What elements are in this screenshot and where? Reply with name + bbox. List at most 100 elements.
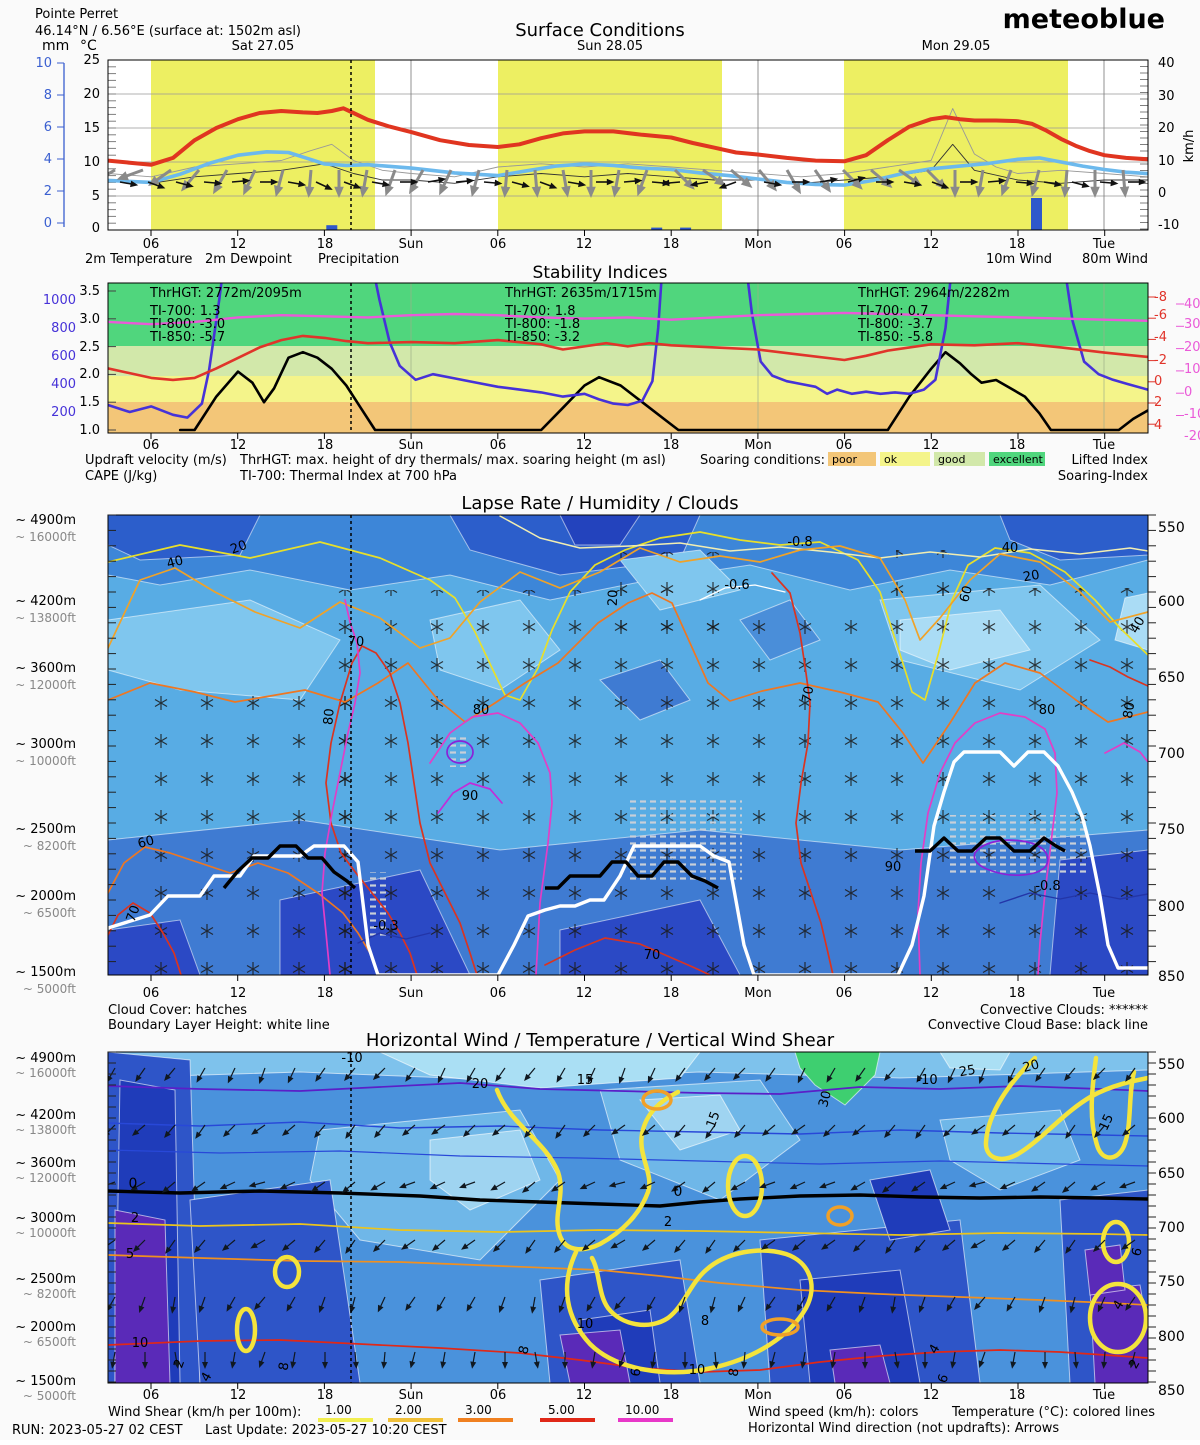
contour-label: 10 [132, 1336, 149, 1351]
kmh-tick: 40 [1158, 56, 1175, 71]
legend-cape: CAPE (J/kg) [85, 469, 157, 484]
altitude-m-tick: ~ 3000m [15, 1211, 76, 1226]
wind-arrow [1065, 1239, 1076, 1254]
wind-arrow [587, 1067, 596, 1084]
wind-arrow [437, 1067, 446, 1084]
altitude-m-tick: ~ 1500m [15, 1374, 76, 1389]
stability-series [108, 283, 1148, 432]
wind-arrow [641, 1124, 656, 1136]
wind-arrow [581, 1239, 596, 1251]
x-tick: 12 [230, 237, 247, 252]
wind-arrow [110, 1351, 117, 1369]
contour-label: 80 [1039, 703, 1056, 718]
wind-arrow [705, 1124, 716, 1139]
altitude-ft-tick: ~ 6500ft [23, 906, 76, 920]
stability-bands [108, 283, 1148, 433]
legend-wind-direction: Horizontal Wind direction (not updrafts)… [748, 1421, 1059, 1436]
header: Pointe Perret 46.14°N / 6.56°E (surface … [35, 4, 1165, 39]
x-tick: 06 [143, 1388, 160, 1403]
location-coordinates: 46.14°N / 6.56°E (surface at: 1502m asl) [35, 24, 301, 39]
surface-x-ticks [150, 230, 1106, 236]
contour-label: 70 [800, 685, 818, 704]
wind-fills [108, 1052, 1148, 1383]
wind-arrow [765, 1296, 776, 1311]
wind-arrow [1125, 1296, 1136, 1311]
altitude-m-tick: ~ 2500m [15, 822, 76, 837]
wind-arrow [978, 1351, 986, 1368]
altitude-ft-tick: ~ 13800ft [15, 1123, 76, 1137]
si-tick: 0 [1184, 385, 1192, 400]
wind-arrow [712, 1351, 719, 1369]
wind-arrow [586, 1296, 596, 1312]
mm-axis-ticks [57, 62, 64, 224]
wind-arrow [675, 1067, 686, 1082]
x-tick: 12 [923, 986, 940, 1001]
wind-arrow [567, 180, 587, 188]
update-timestamp: Last Update: 2023-05-27 10:20 CEST [205, 1423, 447, 1438]
wind-arrow [290, 1351, 297, 1369]
wind-arrow [946, 1296, 956, 1312]
x-tick: Sun [399, 438, 424, 453]
x-tick: 18 [663, 438, 680, 453]
x-tick: Tue [1092, 438, 1115, 453]
contour-label: 60 [957, 584, 976, 604]
wind-arrow [730, 168, 753, 188]
stability-frame [107, 282, 1149, 434]
x-tick: 06 [836, 986, 853, 1001]
contour-label: 10 [689, 1363, 706, 1378]
clouds-x-ticks [150, 975, 1106, 981]
wind-x-labels: 06 12 18 Sun 06 12 18 Mon 06 12 18 Tue [143, 1388, 1115, 1403]
contour-label: -10 [916, 1073, 937, 1088]
wind-arrows-row3 [108, 1181, 1136, 1193]
wind-arrow [890, 1296, 897, 1314]
wind-arrow [254, 1296, 266, 1311]
contour-label: 0 [129, 1176, 138, 1192]
cape-tick: 200 [51, 405, 76, 420]
altitude-ft-tick: ~ 10000ft [15, 1226, 76, 1240]
wind-arrow [1038, 1296, 1046, 1313]
wind-arrow [765, 1067, 776, 1082]
altitude-m-tick: ~ 4200m [15, 1108, 76, 1123]
contour-label: 8 [701, 1314, 709, 1329]
legend-shear: Wind Shear (km/h per 100m): [108, 1405, 301, 1420]
wind-right-ticks [1148, 1051, 1156, 1383]
x-tick: 18 [317, 237, 334, 252]
clouds-hpa: 550 600 650 700 750 800 850 [1158, 520, 1185, 985]
wind-arrow [161, 1181, 176, 1193]
hpa-tick: 750 [1158, 822, 1185, 838]
wind-arrow [813, 169, 832, 193]
shear-value: 5.00 [548, 1403, 575, 1417]
wind-arrow [678, 1296, 686, 1313]
location-name: Pointe Perret [35, 7, 118, 22]
wind-arrow [343, 181, 362, 189]
wind-arrow [524, 1067, 536, 1082]
swatch-poor [828, 452, 876, 466]
wind-arrow [287, 1067, 296, 1084]
altitude-ft-tick: ~ 8200ft [23, 1287, 76, 1301]
wind-arrow [1092, 1239, 1106, 1253]
celsius-tick: 15 [83, 121, 100, 136]
ti850-sat: TI-850: -5.7 [149, 330, 225, 345]
wind-arrow [405, 1067, 416, 1082]
wind-arrow [1061, 1181, 1076, 1193]
wind-arrow [841, 168, 863, 190]
wind-arrow [1015, 179, 1035, 187]
altitude-m-tick: ~ 1500m [15, 965, 76, 980]
wind-arrows-row4 [108, 1239, 1136, 1254]
wind-arrow [950, 170, 960, 198]
cape-tick: 400 [51, 377, 76, 392]
swatch-good [934, 452, 985, 466]
wind-arrow [315, 181, 333, 190]
wind-arrow [791, 1239, 806, 1251]
kmh-tick: 0 [1158, 186, 1166, 201]
ti850-mon: TI-850: -5.8 [857, 330, 933, 345]
wind-arrow [511, 181, 530, 188]
wind-arrow [521, 1181, 536, 1193]
shear-swatch-2 [388, 1418, 443, 1422]
wind-arrow [281, 1239, 296, 1251]
wind-arrow [377, 1296, 386, 1313]
wind-arrow [431, 1124, 446, 1135]
x-tick: 18 [317, 1388, 334, 1403]
wind80-envelope [108, 108, 1148, 178]
wind-arrow [819, 176, 839, 184]
